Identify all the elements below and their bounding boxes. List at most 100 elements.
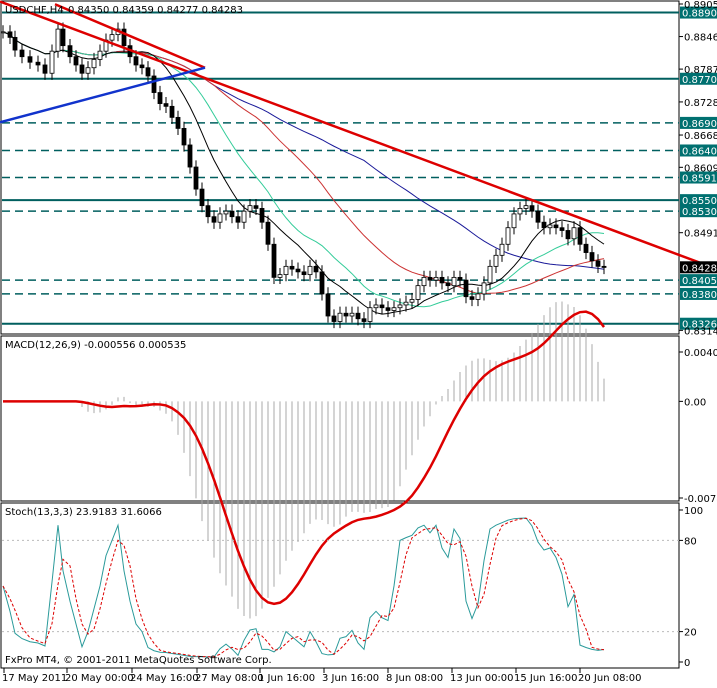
x-tick-label-0: 17 May 2011 <box>2 673 67 684</box>
candle-body-81 <box>493 254 499 267</box>
candle-body-37 <box>229 210 235 218</box>
candle-body-59 <box>361 318 367 322</box>
stoch-title: Stoch(13,3,3) 23.9183 31.6066 <box>5 507 162 518</box>
candle-body-63 <box>385 307 391 311</box>
stoch-main-line <box>2 517 605 658</box>
candle-body-58 <box>355 312 361 320</box>
level-label-box-3 <box>680 144 717 157</box>
level-label-box-4 <box>680 171 717 184</box>
price-tick-label-1: 0.88465 <box>684 33 717 44</box>
candle-body-19 <box>121 28 127 47</box>
level-label-box-7 <box>680 274 717 287</box>
candle-body-70 <box>427 276 433 281</box>
candle-body-55 <box>337 312 343 322</box>
candle-body-87 <box>529 205 535 212</box>
candle-body-11 <box>73 56 79 66</box>
x-tick-label-7: 13 Jun 00:00 <box>450 673 514 684</box>
candle-body-85 <box>517 208 523 215</box>
price-panel-frame <box>0 0 680 335</box>
candle-body-27 <box>169 105 175 118</box>
price-tick-label-5: 0.86095 <box>684 163 717 174</box>
level-label-box-9 <box>680 317 717 330</box>
candle-body-54 <box>331 315 337 322</box>
candle-body-49 <box>301 271 307 276</box>
candle-body-84 <box>511 213 517 229</box>
candle-body-95 <box>577 227 583 245</box>
candle-body-25 <box>157 92 163 104</box>
candle-body-51 <box>313 265 319 273</box>
candle-body-33 <box>205 205 211 218</box>
trendline-1 <box>54 3 206 69</box>
candle-body-69 <box>421 276 427 287</box>
symbol-title: USDCHF,H4 <box>5 5 64 16</box>
candle-body-82 <box>499 243 505 256</box>
macd-signal-line <box>3 310 605 606</box>
candle-body-6 <box>42 64 48 74</box>
candle-body-53 <box>325 293 331 317</box>
x-tick-label-5: 3 Jun 16:00 <box>322 673 379 684</box>
candle-body-8 <box>55 28 61 52</box>
candle-body-74 <box>451 276 457 287</box>
candle-body-89 <box>541 221 547 229</box>
macd-tick-label-1: 0.00 <box>684 397 706 408</box>
candle-body-79 <box>481 282 487 295</box>
price-tick-label-2: 0.87875 <box>684 65 717 76</box>
candle-body-35 <box>217 213 223 223</box>
candle-body-97 <box>589 252 595 262</box>
level-label-box-8 <box>680 287 717 300</box>
level-label-box-6 <box>680 205 717 218</box>
candle-body-66 <box>403 301 409 306</box>
candle-body-9 <box>60 28 66 47</box>
candle-body-75 <box>457 276 463 281</box>
macd-title: MACD(12,26,9) -0.000556 0.000535 <box>5 340 186 351</box>
candle-body-83 <box>505 227 511 245</box>
stoch-signal-line <box>2 517 605 658</box>
ma-black <box>2 31 605 315</box>
candle-body-91 <box>553 224 559 229</box>
x-tick-label-2: 24 May 16:00 <box>130 673 199 684</box>
stoch-layer <box>2 517 679 658</box>
candle-body-78 <box>475 293 481 300</box>
candle-body-60 <box>367 307 373 322</box>
x-tick-label-1: 20 May 00:00 <box>65 673 134 684</box>
candle-body-48 <box>295 268 301 273</box>
candle-body-12 <box>79 64 85 74</box>
candle-body-45 <box>277 274 283 278</box>
candle-body-46 <box>283 265 289 276</box>
candle-body-36 <box>223 210 229 215</box>
candle-body-68 <box>415 285 421 300</box>
x-tick-label-4: 1 Jun 16:00 <box>258 673 315 684</box>
stoch-tick-label-0: 100 <box>684 506 703 517</box>
candle-body-90 <box>547 224 553 229</box>
candle-body-17 <box>109 34 115 41</box>
copyright-text: FxPro MT4, © 2001-2011 MetaQuotes Softwa… <box>5 655 272 666</box>
candle-body-0 <box>0 31 6 34</box>
candle-body-57 <box>349 312 355 317</box>
ohlc-readout: 0.84350 0.84359 0.84277 0.84283 <box>68 5 243 16</box>
stoch-tick-label-3: 0 <box>684 658 690 669</box>
candle-body-62 <box>379 304 385 309</box>
candle-body-40 <box>247 205 253 212</box>
candle-body-88 <box>535 210 541 223</box>
candle-body-29 <box>181 128 187 146</box>
candle-body-65 <box>397 304 403 309</box>
price-tick-label-0: 0.89055 <box>684 0 717 11</box>
candle-body-4 <box>27 56 33 63</box>
candle-body-13 <box>85 67 91 74</box>
candle-body-3 <box>19 49 25 58</box>
candle-body-31 <box>193 166 199 190</box>
candle-body-73 <box>445 282 451 287</box>
macd-tick-label-2: -0.00789 <box>684 494 717 505</box>
candle-body-41 <box>253 205 259 209</box>
candle-body-80 <box>487 265 493 284</box>
candle-body-50 <box>307 265 313 276</box>
